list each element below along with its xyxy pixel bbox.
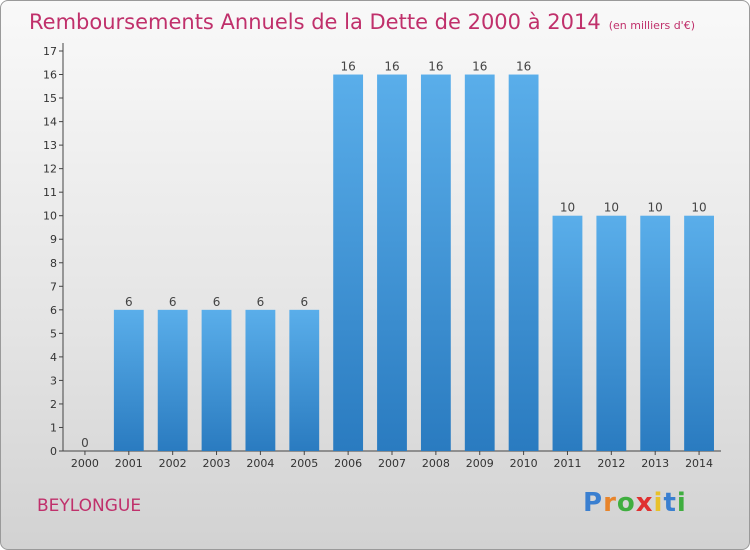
chart-subtitle: (en milliers d'€)	[608, 19, 695, 32]
bars	[113, 74, 714, 451]
data-label-2000: 0	[81, 436, 89, 450]
y-tick-label: 0	[50, 445, 57, 458]
y-tick-label: 9	[50, 233, 57, 246]
x-tick-label: 2000	[71, 457, 99, 470]
x-tick-label: 2007	[378, 457, 406, 470]
y-tick-label: 10	[43, 210, 57, 223]
y-tick-label: 11	[43, 186, 57, 199]
bar-2002	[157, 309, 188, 451]
y-tick-label: 8	[50, 257, 57, 270]
y-tick-label: 3	[50, 374, 57, 387]
y-tick-label: 14	[43, 116, 57, 129]
logo-letter: t	[663, 488, 677, 518]
data-label-2005: 6	[300, 295, 308, 309]
bar-2006	[333, 74, 364, 451]
bar-2010	[508, 74, 539, 451]
proxiti-logo: Proxiti	[583, 488, 687, 518]
logo-letter: r	[603, 488, 617, 518]
bar-2005	[289, 309, 320, 451]
x-tick-label: 2011	[553, 457, 581, 470]
x-tick-label: 2004	[246, 457, 274, 470]
y-tick-label: 5	[50, 327, 57, 340]
data-label-2011: 10	[560, 201, 575, 215]
bar-2011	[552, 215, 583, 451]
logo-letter: P	[583, 488, 604, 518]
chart-title-text: Remboursements Annuels de la Dette de 20…	[29, 10, 601, 34]
logo-letter: x	[635, 488, 654, 518]
logo-letter: i	[676, 488, 687, 518]
x-tick-label: 2014	[685, 457, 713, 470]
x-tick-label: 2003	[203, 457, 231, 470]
chart-title: Remboursements Annuels de la Dette de 20…	[29, 10, 695, 34]
x-axis: 2000 2001 2002 2003 2004 2005 2006 2007 2008 2009…	[63, 450, 721, 470]
x-tick-label: 2012	[597, 457, 625, 470]
y-tick-label: 15	[43, 92, 57, 105]
data-label-2013: 10	[648, 201, 663, 215]
x-tick-label: 2005	[290, 457, 318, 470]
x-tick-label: 2002	[159, 457, 187, 470]
data-label-2001: 6	[125, 295, 133, 309]
bar-2012	[596, 215, 627, 451]
x-tick-label: 2010	[510, 457, 538, 470]
data-label-2014: 10	[691, 201, 706, 215]
y-tick-label: 2	[50, 398, 57, 411]
x-tick-label: 2009	[466, 457, 494, 470]
bar-2003	[201, 309, 232, 451]
data-label-2003: 6	[213, 295, 221, 309]
logo-letter: o	[616, 488, 636, 518]
data-label-2002: 6	[169, 295, 177, 309]
data-label-2004: 6	[257, 295, 265, 309]
x-tick-label: 2013	[641, 457, 669, 470]
data-label-2007: 16	[384, 60, 399, 74]
y-tick-label: 17	[43, 45, 57, 58]
x-tick-label: 2006	[334, 457, 362, 470]
y-tick-label: 12	[43, 163, 57, 176]
y-tick-label: 4	[50, 351, 57, 364]
x-tick-label: 2008	[422, 457, 450, 470]
bar-2004	[245, 309, 276, 451]
bar-2001	[113, 309, 144, 451]
bar-2008	[420, 74, 451, 451]
y-tick-label: 1	[50, 421, 57, 434]
data-label-2008: 16	[428, 60, 443, 74]
bar-2014	[684, 215, 714, 451]
bar-2009	[464, 74, 495, 451]
logo-letter: i	[653, 488, 664, 518]
town-name: BEYLONGUE	[37, 496, 142, 516]
y-tick-label: 16	[43, 69, 57, 82]
bar-2007	[377, 74, 407, 451]
y-tick-label: 6	[50, 304, 57, 317]
x-tick-label: 2001	[115, 457, 143, 470]
y-tick-label: 13	[43, 139, 57, 152]
bar-2013	[640, 215, 671, 451]
data-label-2006: 16	[340, 60, 355, 74]
data-label-2009: 16	[472, 60, 487, 74]
data-label-2012: 10	[604, 201, 619, 215]
y-tick-label: 7	[50, 280, 57, 293]
data-labels: 0 6 6 6 6 6 16 16 16 16 16 10 10 10 10	[81, 60, 707, 450]
data-label-2010: 16	[516, 60, 531, 74]
